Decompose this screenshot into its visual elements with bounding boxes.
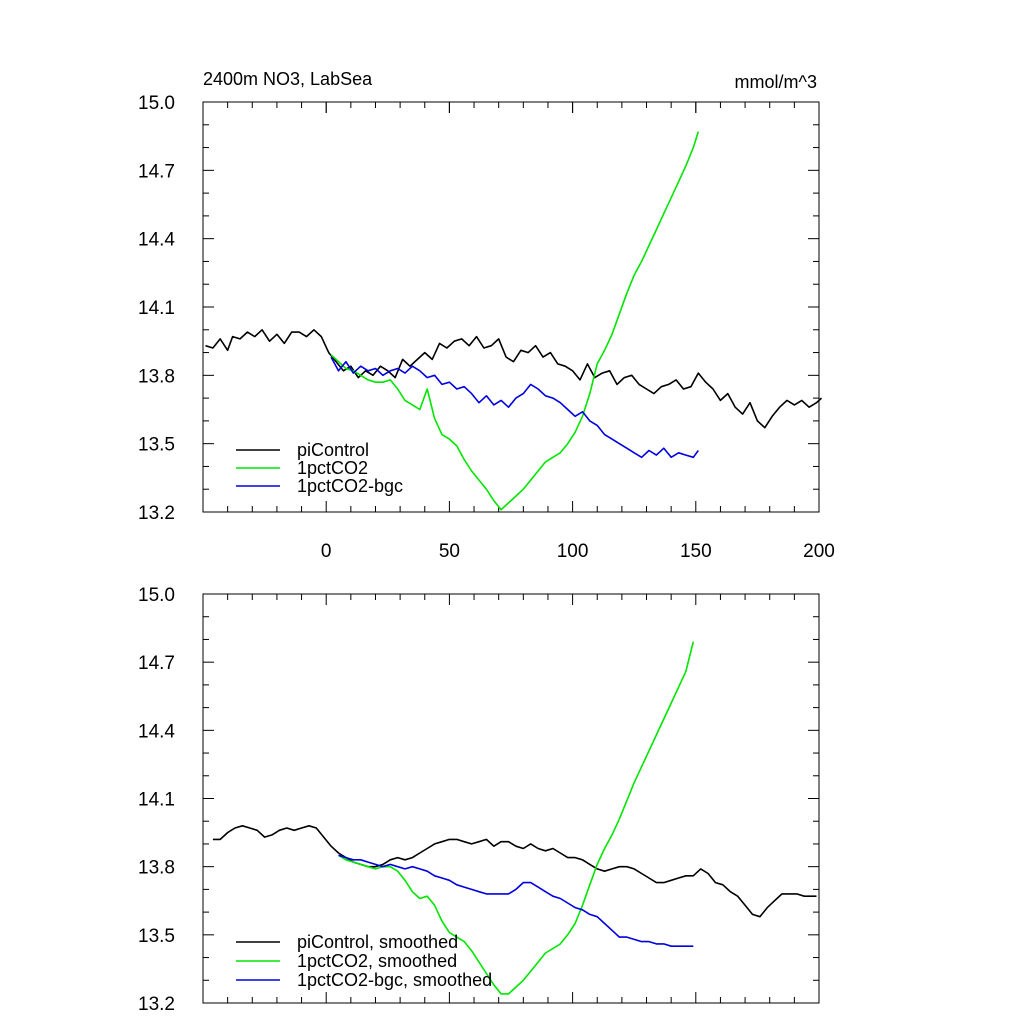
plot-frame <box>202 101 820 513</box>
y-tick-label: 14.4 <box>138 721 175 742</box>
x-tick-label: 0 <box>321 541 332 562</box>
series-line-3 <box>338 854 694 948</box>
y-tick-label: 14.7 <box>138 161 175 182</box>
series-line-2 <box>338 641 695 995</box>
y-tick-label: 14.1 <box>138 790 175 811</box>
legend-label: 1pctCO2-bgc, smoothed <box>297 970 492 990</box>
y-tick-label: 13.8 <box>138 366 175 387</box>
plot-frame <box>202 593 820 1004</box>
legend-label: 1pctCO2 <box>297 458 368 478</box>
chart-title: 2400m NO3, LabSea <box>203 69 373 89</box>
y-tick-label: 14.1 <box>138 298 175 319</box>
legend-label: piControl <box>297 440 369 460</box>
x-tick-label: 50 <box>439 541 460 562</box>
x-tick-label: 100 <box>557 541 589 562</box>
y-tick-label: 13.5 <box>138 435 175 456</box>
y-tick-label: 13.2 <box>138 994 175 1015</box>
y-tick-label: 13.8 <box>138 858 175 879</box>
y-tick-label: 15.0 <box>138 585 175 606</box>
series-line-1 <box>205 328 823 429</box>
series-line-2 <box>330 131 700 511</box>
series-line-1 <box>212 824 817 918</box>
legend-label: 1pctCO2-bgc <box>297 476 403 496</box>
series-line-3 <box>330 356 699 459</box>
y-tick-label: 13.5 <box>138 926 175 947</box>
legend-label: 1pctCO2, smoothed <box>297 951 457 971</box>
y-tick-label: 13.2 <box>138 503 175 524</box>
y-tick-label: 15.0 <box>138 93 175 114</box>
y-tick-label: 14.7 <box>138 653 175 674</box>
y-tick-label: 14.4 <box>138 230 175 251</box>
x-tick-label: 200 <box>803 541 835 562</box>
x-tick-label: 150 <box>680 541 712 562</box>
top-panel: 15.0 14.7 14.4 14.1 13.8 13.5 13.2 0 50 100 150 200… <box>138 69 835 562</box>
units-label: mmol/m^3 <box>735 72 817 92</box>
legend-label: piControl, smoothed <box>297 932 458 952</box>
bottom-panel: 15.0 14.7 14.4 14.1 13.8 13.5 13.2 piControl, s… <box>138 585 820 1015</box>
